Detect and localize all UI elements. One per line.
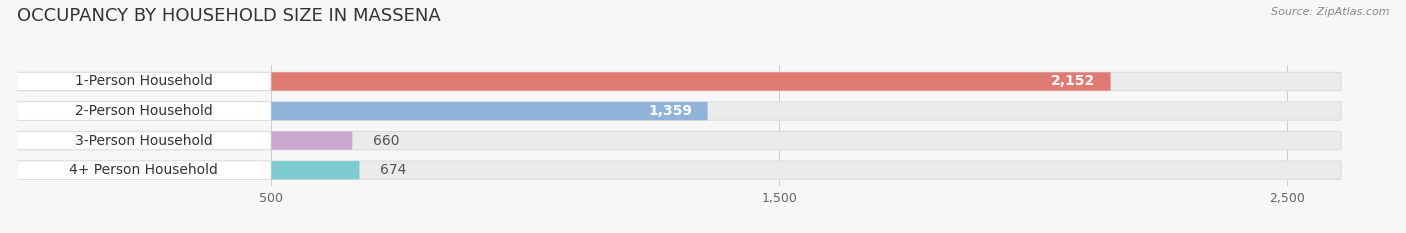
FancyBboxPatch shape xyxy=(17,72,1341,91)
FancyBboxPatch shape xyxy=(17,131,1341,150)
FancyBboxPatch shape xyxy=(17,161,360,179)
Text: 4+ Person Household: 4+ Person Household xyxy=(69,163,218,177)
FancyBboxPatch shape xyxy=(17,161,271,179)
Text: 660: 660 xyxy=(373,134,399,147)
FancyBboxPatch shape xyxy=(17,102,1341,120)
Text: Source: ZipAtlas.com: Source: ZipAtlas.com xyxy=(1271,7,1389,17)
FancyBboxPatch shape xyxy=(17,72,271,91)
Text: 674: 674 xyxy=(380,163,406,177)
FancyBboxPatch shape xyxy=(17,72,1111,91)
FancyBboxPatch shape xyxy=(17,102,271,120)
Text: 1-Person Household: 1-Person Household xyxy=(75,75,212,89)
FancyBboxPatch shape xyxy=(17,161,1341,179)
FancyBboxPatch shape xyxy=(17,131,353,150)
Text: OCCUPANCY BY HOUSEHOLD SIZE IN MASSENA: OCCUPANCY BY HOUSEHOLD SIZE IN MASSENA xyxy=(17,7,440,25)
Text: 1,359: 1,359 xyxy=(648,104,692,118)
Text: 2,152: 2,152 xyxy=(1052,75,1095,89)
Text: 3-Person Household: 3-Person Household xyxy=(75,134,212,147)
Text: 2-Person Household: 2-Person Household xyxy=(75,104,212,118)
FancyBboxPatch shape xyxy=(17,102,707,120)
FancyBboxPatch shape xyxy=(17,131,271,150)
